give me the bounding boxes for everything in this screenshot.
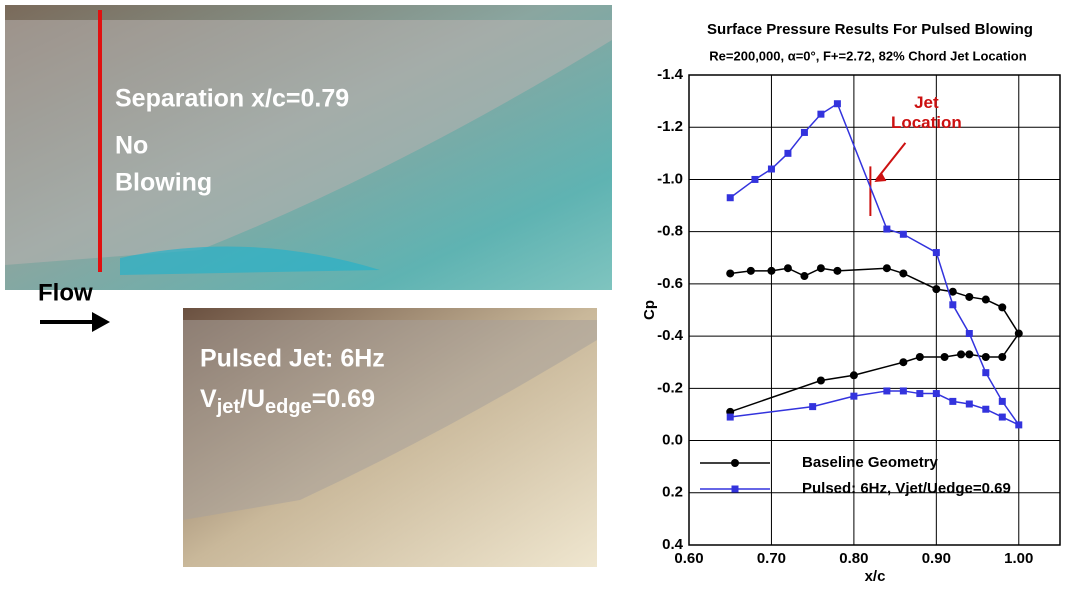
x-tick-label: 0.90 bbox=[922, 550, 951, 567]
point bbox=[932, 390, 940, 398]
text: edge bbox=[265, 396, 312, 418]
point bbox=[965, 330, 973, 337]
y-tick-label: 0.2 bbox=[662, 484, 683, 501]
point bbox=[982, 369, 990, 377]
chart-title: Surface Pressure Results For Pulsed Blow… bbox=[707, 21, 1033, 38]
x-axis-label: x/c bbox=[865, 568, 886, 585]
point bbox=[998, 413, 1006, 421]
y-tick-label: -0.2 bbox=[657, 379, 683, 396]
annotation: Jet bbox=[914, 93, 939, 112]
point bbox=[726, 413, 734, 421]
photo-text: Blowing bbox=[115, 169, 212, 197]
x-tick-label: 0.70 bbox=[757, 550, 786, 567]
y-tick-label: 0.4 bbox=[662, 536, 684, 553]
point bbox=[948, 287, 957, 296]
point bbox=[899, 230, 907, 238]
y-tick-label: -0.6 bbox=[657, 275, 683, 292]
airfoil bbox=[183, 320, 597, 520]
y-tick-label: -0.8 bbox=[657, 223, 683, 240]
jet-arrowhead bbox=[874, 172, 887, 183]
point bbox=[1014, 329, 1023, 338]
separation-label: Separation x/c=0.79 bbox=[115, 85, 349, 113]
point bbox=[849, 371, 858, 380]
dye bbox=[120, 246, 380, 275]
point bbox=[882, 264, 891, 273]
point bbox=[965, 350, 974, 359]
point bbox=[965, 400, 973, 408]
point bbox=[767, 165, 775, 173]
point bbox=[932, 285, 941, 294]
point bbox=[957, 350, 966, 359]
point bbox=[746, 266, 755, 275]
point bbox=[800, 272, 809, 281]
point bbox=[767, 266, 776, 275]
point bbox=[726, 194, 734, 202]
chart-subtitle: Re=200,000, α=0°, F+=2.72, 82% Chord Jet… bbox=[709, 48, 1026, 63]
point bbox=[883, 225, 891, 233]
point bbox=[932, 249, 940, 257]
point bbox=[1015, 421, 1023, 429]
y-tick-label: -1.2 bbox=[657, 118, 683, 135]
point bbox=[783, 264, 792, 273]
point bbox=[998, 353, 1007, 361]
point bbox=[899, 358, 908, 367]
airfoil bbox=[5, 20, 612, 265]
y-tick-label: 0.0 bbox=[662, 432, 683, 449]
point bbox=[899, 387, 907, 395]
plot-frame bbox=[688, 74, 1061, 546]
x-tick-label: 0.60 bbox=[674, 550, 703, 567]
legend-marker bbox=[731, 485, 739, 493]
point bbox=[998, 303, 1007, 312]
point bbox=[883, 387, 891, 395]
velocity-label: Vjet/Uedge=0.69 bbox=[200, 385, 375, 419]
point bbox=[916, 390, 924, 398]
point bbox=[981, 295, 990, 304]
flow-label: Flow bbox=[38, 279, 93, 306]
point bbox=[965, 292, 974, 301]
flow-arrow bbox=[40, 312, 110, 332]
point bbox=[816, 376, 825, 385]
text: V bbox=[200, 385, 217, 413]
y-axis-label: Cp bbox=[641, 300, 658, 320]
point bbox=[981, 353, 990, 361]
legend-marker bbox=[731, 459, 739, 467]
point bbox=[800, 128, 808, 136]
point bbox=[982, 405, 990, 413]
point bbox=[816, 264, 825, 273]
photo-text: No bbox=[115, 132, 148, 160]
point bbox=[899, 269, 908, 278]
point bbox=[949, 301, 957, 309]
pulsed-label: Pulsed Jet: 6Hz bbox=[200, 345, 385, 373]
x-tick-label: 0.80 bbox=[839, 550, 868, 567]
point bbox=[726, 269, 735, 278]
annotation: Location bbox=[891, 113, 962, 132]
point bbox=[850, 392, 858, 400]
x-tick-label: 1.00 bbox=[1004, 550, 1033, 567]
text: /U bbox=[240, 385, 265, 413]
legend-label: Pulsed: 6Hz, Vjet/Uedge=0.69 bbox=[802, 480, 1011, 497]
y-tick-label: -1.4 bbox=[657, 66, 684, 83]
point bbox=[949, 397, 957, 405]
y-tick-label: -1.0 bbox=[657, 170, 683, 187]
point bbox=[817, 110, 825, 118]
legend-label: Baseline Geometry bbox=[802, 454, 939, 471]
point bbox=[833, 266, 842, 275]
text: jet bbox=[216, 396, 241, 418]
point bbox=[751, 175, 759, 183]
point bbox=[809, 403, 817, 411]
point bbox=[784, 149, 792, 157]
point bbox=[998, 397, 1006, 405]
point bbox=[833, 100, 841, 108]
y-tick-label: -0.4 bbox=[657, 327, 684, 344]
point bbox=[915, 353, 924, 361]
text: =0.69 bbox=[312, 385, 375, 413]
point bbox=[940, 353, 949, 361]
